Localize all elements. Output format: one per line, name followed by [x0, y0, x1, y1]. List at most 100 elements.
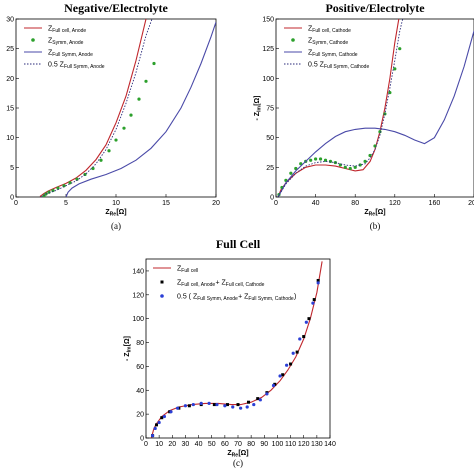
series-point-2 — [239, 406, 243, 410]
series-point-2 — [207, 401, 211, 405]
series-point-1 — [75, 177, 79, 181]
series-point-1 — [68, 181, 72, 185]
series-point-1 — [307, 317, 311, 321]
series-point-1 — [107, 149, 111, 153]
series-point-2 — [291, 351, 295, 355]
series-point-1 — [212, 403, 216, 407]
legend-entry: ZFull cell, Anode — [48, 26, 86, 35]
y-tick-label: 120 — [132, 292, 144, 299]
x-tick-label: 120 — [298, 441, 310, 448]
series-point-2 — [245, 405, 249, 409]
legend-entry: 0.5 ( ZFull Symm, Anode + ZFull Symm, Ca… — [177, 294, 296, 303]
x-tick-label: 160 — [429, 200, 441, 207]
series-point-1 — [99, 158, 103, 162]
series-point-1 — [114, 138, 118, 142]
y-tick-label: 0 — [10, 195, 14, 202]
series-point-1 — [225, 403, 229, 407]
y-tick-label: 30 — [6, 17, 14, 24]
series-point-1 — [137, 97, 141, 101]
series-point-1 — [328, 159, 333, 163]
y-tick-label: 125 — [262, 46, 274, 53]
x-tick-label: 110 — [285, 441, 296, 448]
series-line-2 — [65, 21, 216, 197]
x-tick-label: 70 — [234, 441, 242, 448]
legend-entry: 0.5 ZFull Symm, Cathode — [308, 62, 369, 71]
series-point-2 — [162, 414, 166, 419]
y-tick-label: 25 — [6, 46, 14, 53]
series-point-2 — [285, 363, 289, 367]
x-tick-label: 100 — [272, 441, 284, 448]
series-point-1 — [129, 113, 133, 117]
legend-entry: ZFull Symm, Anode — [48, 50, 93, 59]
y-axis-label: - ZIm [Ω] — [124, 336, 133, 361]
legend-swatch — [160, 280, 164, 284]
y-tick-label: 140 — [132, 268, 144, 275]
series-point-1 — [358, 163, 362, 167]
series-point-2 — [258, 398, 262, 402]
series-point-2 — [150, 434, 155, 438]
chart-panel-a: Negative/Electrolyte 0 5 10 15 20 0 5 10 15 20 25 30… — [6, 1, 220, 231]
x-tick-label: 15 — [162, 200, 170, 207]
series-point-1 — [247, 400, 251, 404]
legend-entry: ZSymm, Anode — [48, 38, 84, 47]
chart-panel-b: Positive/Electrolyte 0 40 80 120 160 200 0 25 50 7… — [254, 1, 474, 231]
series-point-1 — [393, 67, 397, 71]
series-line-0 — [150, 261, 323, 438]
legend-swatch — [160, 294, 164, 298]
y-tick-label: 0 — [140, 436, 144, 443]
y-tick-label: 100 — [132, 316, 144, 323]
y-tick-label: 100 — [262, 76, 274, 83]
y-tick-label: 0 — [270, 195, 274, 202]
y-axis-label: - ZIm [Ω] — [254, 96, 263, 121]
x-tick-label: 120 — [389, 200, 401, 207]
series-point-1 — [187, 404, 191, 408]
x-tick-label: 50 — [208, 441, 216, 448]
legend-swatch — [31, 38, 35, 42]
legend-entry: ZSymm, Cathode — [308, 38, 348, 47]
series-point-1 — [122, 126, 126, 130]
series-point-2 — [175, 406, 180, 410]
series-point-1 — [295, 350, 299, 354]
x-tick-label: 10 — [112, 200, 120, 207]
chart-title: Full Cell — [216, 237, 261, 251]
series-line-2 — [277, 30, 474, 197]
y-tick-label: 20 — [6, 76, 14, 83]
y-tick-label: 40 — [136, 388, 144, 395]
y-tick-label: 80 — [136, 340, 144, 347]
series-point-1 — [312, 298, 316, 302]
x-axis-label: ZRe [Ω] — [364, 209, 385, 218]
series-point-2 — [215, 402, 219, 407]
series-point-1 — [318, 157, 323, 161]
plot-frame — [275, 18, 474, 198]
panel-label: (b) — [370, 221, 381, 231]
y-tick-label: 150 — [262, 17, 274, 24]
x-tick-label: 80 — [351, 200, 359, 207]
x-tick-label: 20 — [212, 200, 220, 207]
series-point-1 — [314, 157, 318, 161]
series-point-1 — [294, 166, 298, 171]
y-tick-label: 20 — [136, 412, 144, 419]
series-point-1 — [44, 192, 48, 196]
x-tick-label: 60 — [221, 441, 229, 448]
series-line-3 — [40, 19, 153, 197]
series-point-1 — [144, 79, 148, 83]
series-point-1 — [160, 416, 164, 420]
series-point-2 — [183, 404, 188, 408]
series-point-2 — [153, 426, 157, 431]
series-point-1 — [273, 382, 277, 386]
series-point-2 — [316, 281, 320, 285]
series-point-1 — [155, 423, 159, 427]
series-point-1 — [91, 166, 95, 171]
series-point-1 — [256, 397, 260, 401]
x-tick-label: 200 — [468, 200, 474, 207]
y-tick-label: 60 — [136, 364, 144, 371]
panel-label: (a) — [111, 221, 121, 231]
x-tick-label: 90 — [260, 441, 268, 448]
series-point-2 — [169, 410, 173, 414]
y-tick-label: 25 — [266, 165, 274, 172]
y-tick-label: 50 — [266, 135, 274, 142]
chart-title: Positive/Electrolyte — [325, 1, 425, 15]
series-point-1 — [299, 162, 303, 166]
panel-label: (c) — [233, 458, 243, 468]
